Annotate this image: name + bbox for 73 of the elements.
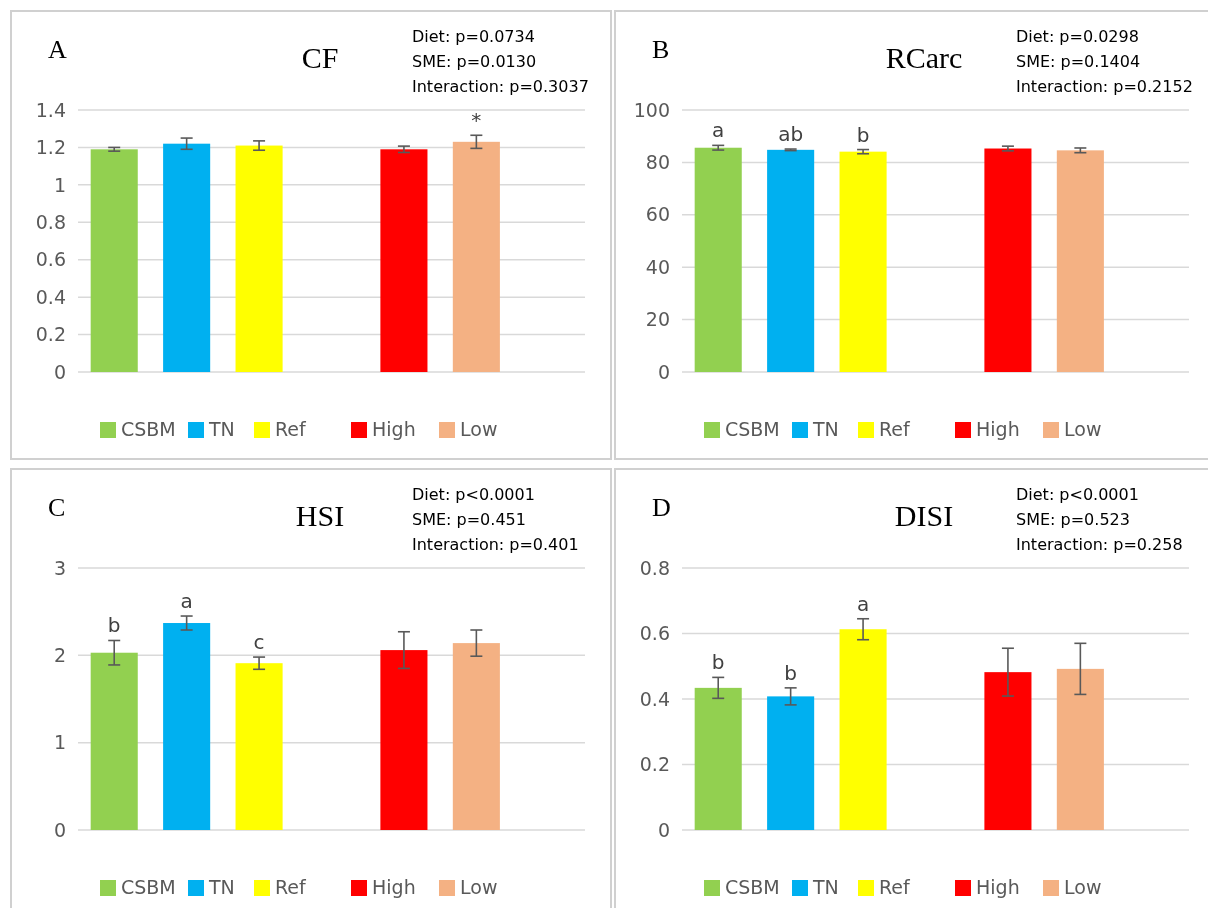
- text: SME: p=0.523: [1016, 510, 1130, 529]
- y-tick-label: 0: [53, 818, 66, 841]
- legend-label: Low: [1064, 876, 1102, 898]
- legend-label: CSBM: [121, 876, 176, 898]
- text: Interaction: p=0.2152: [1016, 77, 1193, 96]
- legend-label: Low: [460, 876, 498, 898]
- text: Diet: p<0.0001: [412, 485, 535, 504]
- text: SME: p=0.0130: [412, 52, 537, 71]
- y-tick-label: 0.8: [639, 556, 670, 579]
- chart-title: DISI: [894, 499, 954, 532]
- legend-label: High: [372, 876, 416, 898]
- legend-label: TN: [208, 876, 235, 898]
- text: Interaction: p=0.3037: [412, 77, 589, 96]
- y-tick-label: 0.6: [639, 622, 670, 645]
- y-tick-label: 0: [657, 360, 670, 383]
- chart-title: RCarc: [885, 41, 963, 74]
- data-label: b: [711, 650, 725, 675]
- y-tick-label: 20: [645, 308, 670, 331]
- legend-label: High: [372, 418, 416, 440]
- legend-label: Ref: [275, 418, 308, 440]
- data-label: c: [253, 630, 265, 655]
- text: Diet: p=0.0298: [1016, 27, 1139, 46]
- text: Diet: p<0.0001: [1016, 485, 1139, 504]
- chart-title: HSI: [295, 499, 345, 532]
- legend-label: TN: [812, 418, 839, 440]
- legend-label: Ref: [275, 876, 308, 898]
- y-tick-label: 0.8: [35, 210, 66, 233]
- text: SME: p=0.451: [412, 510, 526, 529]
- chart-title: CF: [301, 41, 339, 74]
- legend-label: TN: [208, 418, 235, 440]
- legend-label: Low: [460, 418, 498, 440]
- y-tick-label: 1.4: [35, 98, 66, 121]
- legend-label: Ref: [879, 876, 912, 898]
- data-label: b: [107, 613, 121, 638]
- data-label: *: [471, 108, 482, 133]
- text: B: [652, 35, 670, 64]
- data-label: b: [784, 660, 797, 685]
- y-tick-label: 0: [657, 818, 670, 841]
- data-label: a: [180, 589, 193, 614]
- legend-label: CSBM: [725, 418, 780, 440]
- y-tick-label: 0.6: [35, 248, 66, 271]
- text: Diet: p=0.0734: [412, 27, 535, 46]
- y-tick-label: 2: [53, 643, 66, 666]
- text: Interaction: p=0.258: [1016, 535, 1183, 554]
- text: Interaction: p=0.401: [412, 535, 579, 554]
- text: D: [652, 493, 671, 522]
- legend-label: CSBM: [121, 418, 176, 440]
- legend-label: High: [976, 876, 1020, 898]
- y-tick-label: 0.2: [639, 753, 670, 776]
- legend-label: TN: [812, 876, 839, 898]
- y-tick-label: 1: [53, 173, 66, 196]
- y-tick-label: 100: [633, 98, 670, 121]
- legend-label: High: [976, 418, 1020, 440]
- y-tick-label: 80: [645, 151, 670, 174]
- data-label: a: [712, 118, 725, 143]
- y-tick-label: 60: [645, 203, 670, 226]
- y-tick-label: 1: [53, 731, 66, 754]
- text: A: [48, 35, 67, 64]
- text: C: [48, 493, 66, 522]
- y-tick-label: 40: [645, 255, 670, 278]
- legend-label: Low: [1064, 418, 1102, 440]
- y-tick-label: 0.2: [35, 323, 66, 346]
- text: SME: p=0.1404: [1016, 52, 1141, 71]
- data-label: b: [856, 122, 870, 147]
- y-tick-label: 3: [53, 556, 66, 579]
- y-tick-label: 0: [53, 360, 66, 383]
- data-label: a: [856, 591, 870, 616]
- legend-label: CSBM: [725, 876, 780, 898]
- legend-label: Ref: [879, 418, 912, 440]
- data-label: ab: [778, 122, 804, 147]
- y-tick-label: 0.4: [639, 687, 670, 710]
- y-tick-label: 0.4: [35, 285, 66, 308]
- y-tick-label: 1.2: [35, 136, 66, 159]
